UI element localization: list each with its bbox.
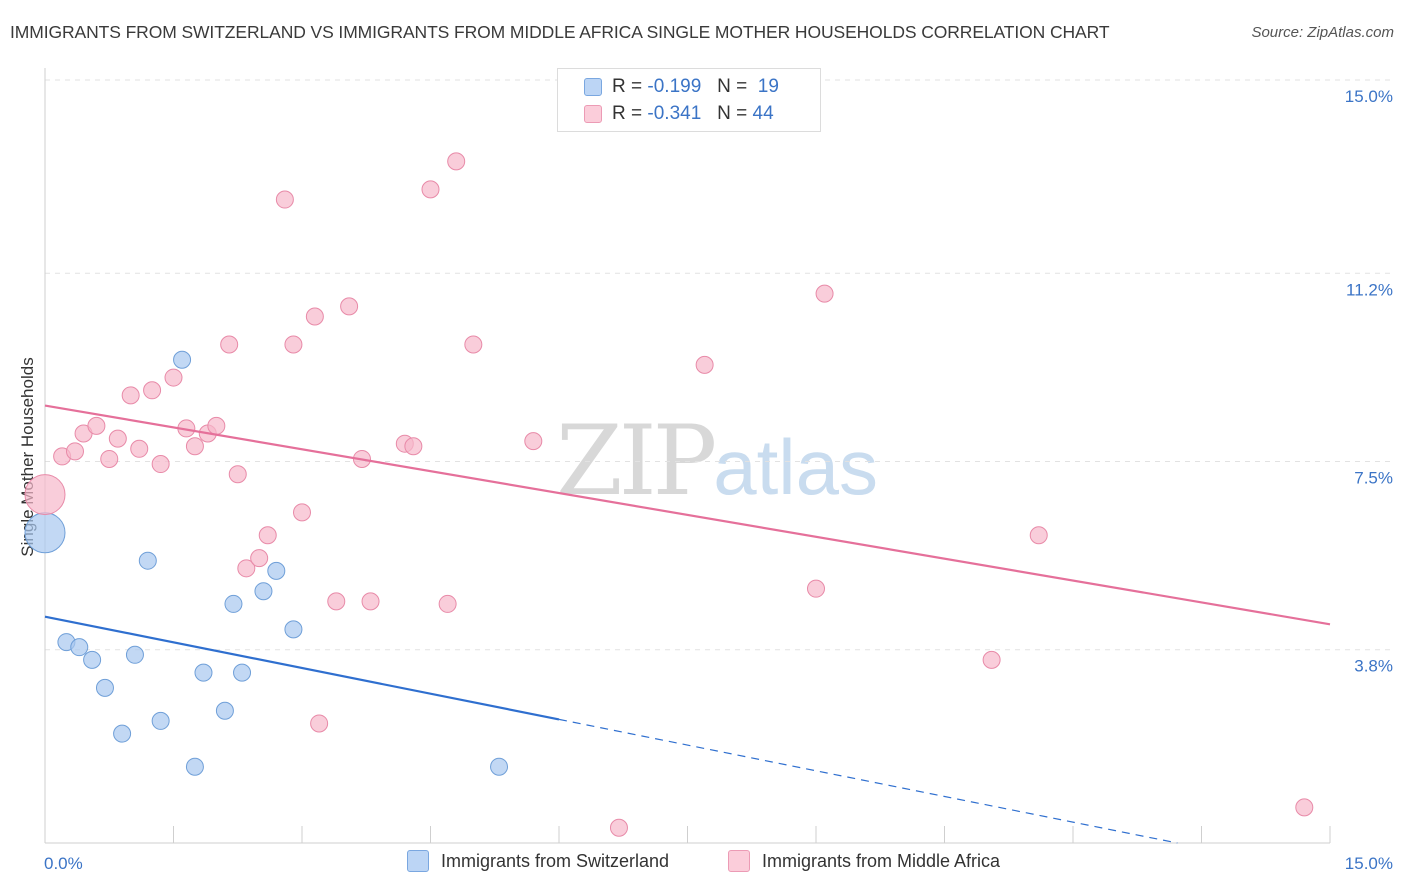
point-middle-africa <box>1029 526 1048 545</box>
point-middle-africa <box>982 650 1001 669</box>
point-switzerland <box>24 512 66 554</box>
point-middle-africa <box>207 416 226 435</box>
point-switzerland <box>125 645 144 664</box>
point-middle-africa <box>340 297 359 316</box>
point-middle-africa <box>65 442 84 461</box>
legend-n-value-switzerland: 19 <box>757 76 779 97</box>
point-switzerland <box>151 711 170 730</box>
series-swatch-switzerland <box>407 850 429 872</box>
point-middle-africa <box>815 284 834 303</box>
point-middle-africa <box>87 416 106 435</box>
x-tick-label: 0.0% <box>44 854 83 873</box>
point-switzerland <box>284 620 303 639</box>
watermark-atlas: atlas <box>713 423 878 511</box>
x-tick-label: 15.0% <box>1345 854 1393 873</box>
point-switzerland <box>267 561 286 580</box>
point-middle-africa <box>143 381 162 400</box>
watermark: ZIPatlas <box>556 405 878 517</box>
point-middle-africa <box>310 714 329 733</box>
point-middle-africa <box>108 429 127 448</box>
point-middle-africa <box>100 449 119 468</box>
legend-n-label: N = <box>717 103 748 124</box>
y-tick-label: 7.5% <box>1354 469 1393 488</box>
point-middle-africa <box>275 190 294 209</box>
point-middle-africa <box>327 592 346 611</box>
legend-r-value-switzerland: -0.199 <box>647 76 702 97</box>
point-switzerland <box>95 678 114 697</box>
point-middle-africa <box>151 455 170 474</box>
point-middle-africa <box>1295 798 1314 817</box>
point-middle-africa <box>293 503 311 522</box>
point-switzerland <box>138 551 157 570</box>
point-middle-africa <box>807 579 825 598</box>
point-middle-africa <box>524 432 543 451</box>
trendline-switzerland-dashed <box>558 718 1178 844</box>
point-switzerland <box>215 701 234 720</box>
legend-n-value-middle-africa: 44 <box>752 103 774 124</box>
point-switzerland <box>490 757 509 776</box>
point-middle-africa <box>695 355 714 374</box>
series-legend: Immigrants from Switzerland Immigrants f… <box>0 850 1406 878</box>
point-switzerland <box>173 350 192 369</box>
point-switzerland <box>185 757 204 776</box>
y-tick-label: 15.0% <box>1345 87 1393 106</box>
chart-title: IMMIGRANTS FROM SWITZERLAND VS IMMIGRANT… <box>10 22 1110 42</box>
point-switzerland <box>83 650 102 669</box>
point-middle-africa <box>421 180 440 199</box>
point-middle-africa <box>228 465 247 484</box>
y-tick-label: 11.2% <box>1346 280 1393 299</box>
point-middle-africa <box>438 594 457 613</box>
point-middle-africa <box>24 474 66 516</box>
point-switzerland <box>70 638 89 657</box>
point-middle-africa <box>361 592 380 611</box>
legend-r-label: R = <box>612 103 643 124</box>
trendline-switzerland <box>44 615 560 721</box>
legend-row-middle-africa: R = -0.341 N = 44 <box>584 101 774 127</box>
legend-swatch-switzerland <box>584 78 602 96</box>
point-middle-africa <box>284 335 303 354</box>
point-middle-africa <box>464 335 483 354</box>
source-label: Source: ZipAtlas.com <box>1251 24 1394 41</box>
point-middle-africa <box>237 559 256 578</box>
point-middle-africa <box>130 439 149 458</box>
point-middle-africa <box>220 335 239 354</box>
point-middle-africa <box>305 307 324 326</box>
series-name-switzerland: Immigrants from Switzerland <box>441 850 670 871</box>
trendline-middle-africa <box>44 404 1331 626</box>
point-middle-africa <box>185 437 204 456</box>
point-middle-africa <box>609 818 628 837</box>
point-middle-africa <box>121 386 140 405</box>
point-switzerland <box>224 594 243 613</box>
legend-r-label: R = <box>612 76 643 97</box>
point-middle-africa <box>447 152 466 171</box>
correlation-legend: R = -0.199 N = 19 R = -0.341 N = 44 <box>557 68 821 132</box>
legend-swatch-middle-africa <box>584 105 602 123</box>
legend-n-label: N = <box>717 76 748 97</box>
point-switzerland <box>233 663 252 682</box>
point-switzerland <box>113 724 132 743</box>
series-swatch-middle-africa <box>728 850 750 872</box>
point-middle-africa <box>404 437 423 456</box>
point-middle-africa <box>250 549 269 568</box>
point-middle-africa <box>258 526 277 545</box>
legend-r-value-middle-africa: -0.341 <box>647 103 702 124</box>
legend-row-switzerland: R = -0.199 N = 19 <box>584 74 779 100</box>
series-legend-middle-africa: Immigrants from Middle Africa <box>728 850 1000 872</box>
series-name-middle-africa: Immigrants from Middle Africa <box>762 850 1001 871</box>
point-switzerland <box>254 582 273 601</box>
series-legend-switzerland: Immigrants from Switzerland <box>407 850 669 872</box>
point-middle-africa <box>164 368 183 387</box>
y-tick-label: 3.8% <box>1354 657 1393 676</box>
point-switzerland <box>194 663 213 682</box>
